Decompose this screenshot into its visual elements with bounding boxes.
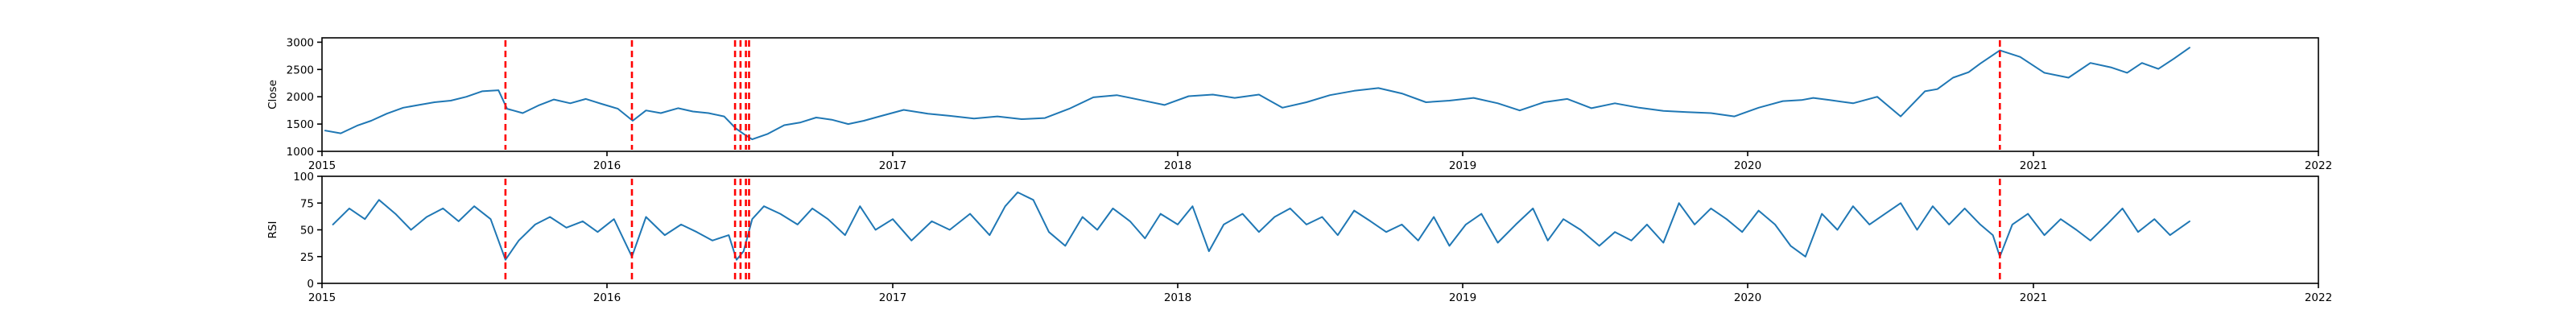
rsi-y-tick-label: 0 (307, 278, 314, 291)
rsi-x-tick-label: 2022 (2305, 291, 2332, 304)
rsi-y-tick-label: 100 (293, 171, 314, 184)
rsi-y-tick-label: 50 (300, 225, 314, 237)
close-plot-frame (321, 37, 2319, 152)
close-x-tick-label: 2016 (593, 159, 621, 172)
close-x-tick-label: 2017 (879, 159, 906, 172)
rsi-series-line (332, 191, 2190, 261)
rsi-panel: RSI 0 25 50 75 100 2015 2016 2017 2018 2019 2020 20… (266, 171, 2332, 304)
close-y-tick-label: 1000 (287, 146, 314, 159)
rsi-x-tick-label: 2015 (308, 291, 336, 304)
close-y-tick-label: 2000 (287, 91, 314, 104)
rsi-x-tick-label: 2016 (593, 291, 621, 304)
close-x-tick-label: 2020 (1734, 159, 1761, 172)
rsi-x-tick-label: 2019 (1449, 291, 1476, 304)
close-series-line (324, 47, 2190, 141)
rsi-x-tick-label: 2018 (1164, 291, 1191, 304)
close-y-tick-label: 1500 (287, 118, 314, 131)
close-axis-label: Close (266, 80, 279, 109)
close-y-tick-label: 3000 (287, 36, 314, 49)
close-x-tick-label: 2022 (2305, 159, 2332, 172)
rsi-y-tick-label: 75 (300, 197, 314, 210)
rsi-x-tick-label: 2020 (1734, 291, 1761, 304)
close-x-tick-label: 2019 (1449, 159, 1476, 172)
rsi-plot-frame (321, 175, 2319, 284)
rsi-y-tick-label: 25 (300, 251, 314, 264)
rsi-x-tick-label: 2017 (879, 291, 906, 304)
rsi-axis-label: RSI (266, 221, 279, 239)
close-x-tick-label: 2021 (2020, 159, 2047, 172)
close-x-tick-label: 2018 (1164, 159, 1191, 172)
close-x-tick-label: 2015 (308, 159, 336, 172)
close-price-panel: Close 1000 1500 2000 2500 3000 2015 2016 2017 20… (266, 36, 2332, 172)
rsi-x-tick-label: 2021 (2020, 291, 2047, 304)
close-y-tick-label: 2500 (287, 64, 314, 76)
